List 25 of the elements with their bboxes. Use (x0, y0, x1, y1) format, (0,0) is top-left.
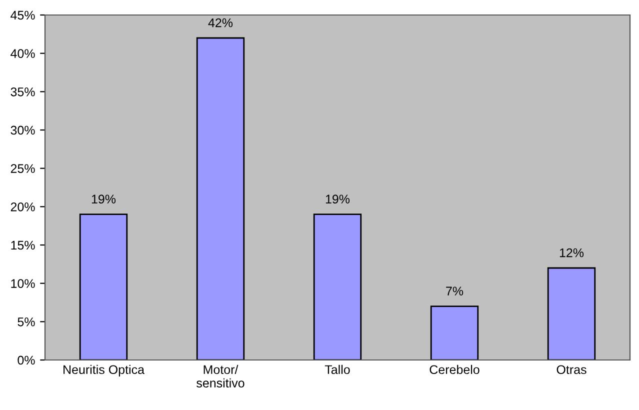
x-tick-label: Neuritis Optica (64, 364, 144, 377)
data-label: 7% (446, 286, 464, 296)
y-tick-label: 25% (10, 164, 35, 173)
bar (79, 214, 128, 360)
y-tick-label: 20% (10, 202, 35, 212)
bar (547, 267, 596, 360)
bar (196, 37, 245, 360)
y-tick-label: 0% (18, 356, 35, 365)
y-tick-label: 35% (10, 87, 35, 96)
bar (313, 214, 362, 360)
data-label: 19% (326, 194, 350, 204)
x-tick-label: Cerebelo (430, 364, 480, 374)
data-label: 12% (560, 248, 584, 258)
y-tick-label: 15% (11, 240, 35, 250)
x-tick-label: Otras (556, 365, 586, 374)
data-label: 19% (92, 194, 116, 204)
x-tick-label: Motor/ sensitivo (196, 364, 244, 388)
y-tick-label: 45% (10, 10, 35, 20)
y-tick-label: 5% (18, 318, 35, 326)
bar (430, 306, 479, 360)
data-label: 42% (208, 18, 233, 28)
x-tick-label: Tallo (324, 364, 350, 374)
y-tick-label: 30% (10, 126, 35, 135)
y-tick-label: 40% (10, 49, 35, 58)
y-tick-label: 10% (11, 279, 35, 288)
